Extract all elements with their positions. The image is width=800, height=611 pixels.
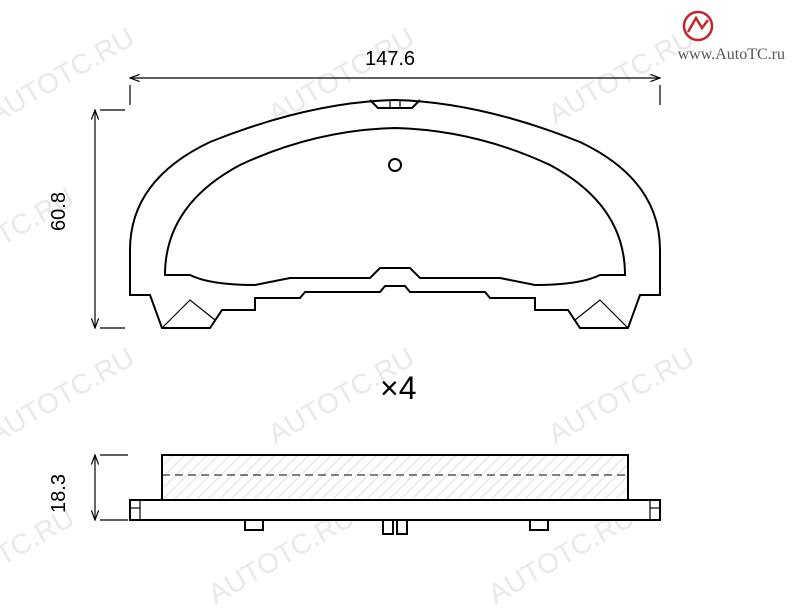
brake-pad-diagram [80, 50, 730, 560]
logo-icon [678, 10, 718, 46]
technical-drawing: 147.6 60.8 18.3 ×4 [80, 50, 730, 550]
watermark-text: AUTOTC.RU [0, 501, 80, 610]
dimension-width-label: 147.6 [365, 48, 415, 71]
dimension-height-label: 60.8 [48, 192, 71, 231]
quantity-label: ×4 [380, 370, 416, 407]
dimension-thickness-label: 18.3 [48, 474, 71, 513]
